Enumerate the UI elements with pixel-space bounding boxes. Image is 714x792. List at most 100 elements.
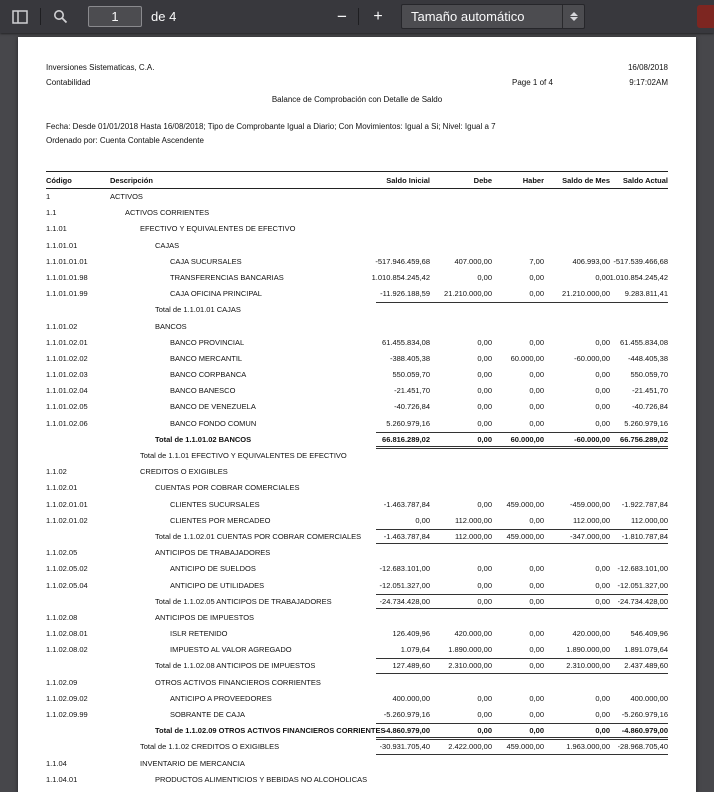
row-description: ANTICIPO DE UTILIDADES [170,580,265,590]
row-description: BANCO PROVINCIAL [170,337,245,347]
row-amount-saldo-inicial: -1.463.787,84 [383,531,430,540]
row-amount-saldo-inicial: -12.683.101,00 [379,564,430,574]
row-description: Total de 1.1.02.09 OTROS ACTIVOS FINANCI… [155,726,386,736]
row-amount-debe: 407.000,00 [454,256,492,266]
row-amount-saldo-actual: -28.968.705,40 [617,742,668,751]
row-description: CLIENTES POR MERCADEO [170,515,271,525]
table-row: 1.1.01.01.98 TRANSFERENCIAS BANCARIAS 1.01… [46,270,668,286]
table-row: Total de 1.1.02.05 ANTICIPOS DE TRABAJAD… [46,593,668,610]
report-criteria: Fecha: Desde 01/01/2018 Hasta 16/08/2018… [46,122,496,131]
sidebar-toggle-icon [12,9,28,24]
table-row: Total de 1.1.02.01 CUENTAS POR COBRAR CO… [46,528,668,545]
table-row: 1.1.02 CREDITOS O EXIGIBLES [46,464,668,480]
row-amount-saldo-actual: 1.010.854.245,42 [609,272,668,282]
table-row: 1.1.04 INVENTARIO DE MERCANCIA [46,756,668,772]
table-row: 1.1.01.02.02 BANCO MERCANTIL -388.405,38 0,… [46,351,668,367]
row-amount-haber: 0,00 [529,710,544,719]
row-amount-saldo-actual: 550.059,70 [630,370,668,380]
row-code: 1.1.04.01 [46,774,78,784]
row-code: 1.1.02.08.02 [46,645,88,655]
row-code: 1.1.02.01.01 [46,499,88,509]
row-amount-saldo-de-mes: 0,00 [595,596,610,605]
row-amount-haber: 0,00 [529,272,544,282]
row-amount-debe: 21.210.000,00 [444,289,492,299]
row-code: 1 [46,192,51,201]
row-amount-saldo-inicial: 66.816.289,02 [382,434,430,444]
row-amount-haber: 0,00 [529,726,544,736]
row-amount-saldo-actual: 400.000,00 [630,693,668,703]
table-row: Total de 1.1.01.01 CAJAS [46,302,668,318]
row-amount-saldo-inicial: 61.455.834,08 [382,337,430,347]
row-amount-debe: 0,00 [477,337,492,347]
toolbar-divider [40,8,41,25]
toolbar-right-red-button[interactable] [697,5,714,28]
table-row: 1.1.02.08.02 IMPUESTO AL VALOR AGREGADO 1.… [46,642,668,658]
report-page-label: Page 1 of 4 [512,78,553,87]
row-description: INVENTARIO DE MERCANCIA [140,758,245,768]
row-amount-saldo-actual: -12.683.101,00 [617,564,668,574]
row-amount-saldo-de-mes: -60.000,00 [574,434,610,444]
row-description: CAJA SUCURSALES [170,256,242,266]
row-description: Total de 1.1.02.05 ANTICIPOS DE TRABAJAD… [155,596,332,606]
report-ordering: Ordenado por: Cuenta Contable Ascendente [46,136,204,145]
row-description: CAJA OFICINA PRINCIPAL [170,289,262,299]
row-amount-haber: 0,00 [529,645,544,655]
row-code: 1.1.01.02.02 [46,353,88,363]
header-debe: Debe [473,176,492,185]
row-description: ACTIVOS CORRIENTES [125,208,210,218]
row-amount-saldo-actual: -12.051.327,00 [617,580,668,590]
sidebar-toggle-button[interactable] [6,4,34,29]
row-amount-saldo-de-mes: 21.210.000,00 [562,289,610,299]
row-amount-debe: 0,00 [477,386,492,396]
zoom-in-icon: + [373,7,383,25]
zoom-in-button[interactable]: + [364,4,392,29]
row-amount-saldo-inicial: -24.734.428,00 [379,596,430,605]
row-amount-haber: 0,00 [529,337,544,347]
report-header: Inversiones Sistematicas, C.A. 16/08/201… [46,63,668,147]
row-description: CUENTAS POR COBRAR COMERCIALES [155,483,300,493]
table-row: 1.1 ACTIVOS CORRIENTES [46,205,668,221]
zoom-out-button[interactable]: − [328,4,356,29]
row-amount-haber: 0,00 [529,386,544,396]
row-amount-haber: 0,00 [529,580,544,590]
zoom-select[interactable]: Tamaño automático [401,4,585,29]
row-code: 1.1.01.02.04 [46,386,88,396]
report-table-body: 1 ACTIVOS 1.1 ACTIVOS CORRIENTES 1.1.01 EFECT… [46,189,668,788]
pdf-viewer[interactable]: Inversiones Sistematicas, C.A. 16/08/201… [0,33,714,792]
header-saldo-inicial: Saldo Inicial [386,176,430,185]
row-amount-saldo-inicial: 550.059,70 [392,370,430,380]
row-description: CAJAS [155,240,180,250]
row-code: 1.1.02.05.04 [46,580,88,590]
row-description: ANTICIPO A PROVEEDORES [170,693,272,703]
header-saldo-de-mes: Saldo de Mes [562,176,610,185]
search-icon [53,9,68,24]
find-button[interactable] [46,4,74,29]
row-code: 1.1.04 [46,758,67,768]
header-descripcion: Descripción [110,176,153,185]
row-code: 1.1.02.09 [46,677,78,687]
row-code: 1.1.02.01 [46,483,78,493]
table-row: 1 ACTIVOS [46,189,668,205]
row-amount-debe: 0,00 [477,726,492,736]
row-code: 1.1.02.05.02 [46,564,88,574]
chevron-up-down-icon [562,5,584,28]
table-row: 1.1.01 EFECTIVO Y EQUIVALENTES DE EFECTIV… [46,221,668,237]
table-row: Total de 1.1.02.08 ANTICIPOS DE IMPUESTO… [46,658,668,674]
row-amount-saldo-de-mes: 0,00 [595,337,610,347]
table-row: 1.1.01.02.05 BANCO DE VENEZUELA -40.726,84… [46,399,668,415]
row-amount-saldo-actual: 61.455.834,08 [620,337,668,347]
row-code: 1.1.02.01.02 [46,515,88,525]
row-code: 1.1.01.02.01 [46,337,88,347]
table-row: 1.1.01.01 CAJAS [46,238,668,254]
table-row: 1.1.02.09 OTROS ACTIVOS FINANCIEROS CORRI… [46,675,668,691]
page-number-input[interactable] [88,6,142,27]
row-code: 1.1.02.08 [46,612,78,622]
row-code: 1.1.01.01.01 [46,256,88,266]
report-date: 16/08/2018 [627,63,668,72]
row-amount-debe: 0,00 [477,693,492,703]
toolbar-divider [358,8,359,25]
table-row: 1.1.02.08 ANTICIPOS DE IMPUESTOS [46,610,668,626]
row-amount-debe: 1.890.000,00 [448,645,492,655]
table-row: 1.1.02.09.02 ANTICIPO A PROVEEDORES 400.00… [46,691,668,707]
row-amount-saldo-de-mes: 0,00 [595,386,610,396]
